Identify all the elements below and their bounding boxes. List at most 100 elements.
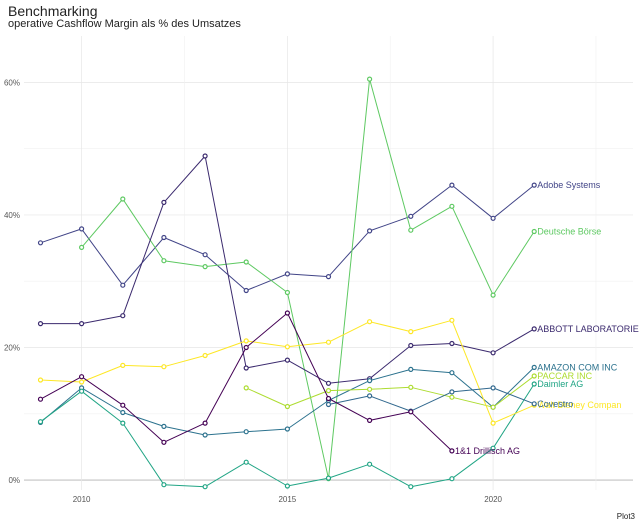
data-point [161, 423, 167, 429]
data-point [449, 203, 455, 209]
data-point [284, 344, 290, 350]
data-point [367, 393, 373, 399]
data-point [284, 483, 290, 489]
chart-subtitle: operative Cashflow Margin als % des Umsa… [8, 18, 241, 30]
data-point [120, 196, 126, 202]
series-points [37, 76, 537, 490]
data-point [78, 321, 85, 327]
data-point [161, 439, 167, 445]
y-axis-tick-labels: 0% 20% 40% 60% [4, 78, 20, 485]
data-point [37, 396, 44, 402]
data-point [490, 420, 496, 426]
data-point [408, 484, 414, 490]
data-point [367, 319, 373, 325]
data-point [284, 310, 290, 316]
data-point [325, 380, 332, 386]
data-point [531, 401, 537, 407]
data-point [531, 182, 537, 188]
data-point [325, 339, 332, 345]
series-label: Adobe Systems [537, 180, 601, 190]
data-point [449, 317, 455, 323]
data-point [243, 429, 249, 435]
data-point [531, 373, 537, 379]
data-point [78, 379, 85, 385]
data-point [325, 388, 332, 394]
data-point [284, 426, 290, 432]
data-point [449, 340, 455, 347]
data-point [78, 374, 85, 380]
data-point [161, 364, 167, 370]
data-point [284, 271, 290, 277]
data-point [78, 226, 85, 232]
series-label: AMAZON COM INC [537, 362, 617, 372]
series-label: Deutsche Börse [537, 227, 601, 237]
data-point [202, 484, 208, 490]
y-tick-label: 40% [4, 211, 20, 220]
data-point [408, 409, 414, 415]
x-tick-label: 2020 [484, 495, 502, 504]
data-point [408, 384, 414, 390]
data-point [120, 402, 126, 408]
data-point [449, 476, 455, 482]
chart-caption: Plot3 [616, 512, 635, 521]
series-line [328, 387, 535, 412]
data-point [531, 326, 537, 332]
data-point [531, 381, 537, 387]
series-labels: Adobe Systems Deutsche Börse ABBOTT LABORA… [455, 180, 639, 456]
data-point [367, 417, 373, 423]
data-point [37, 419, 44, 425]
data-point [490, 292, 496, 298]
data-point [161, 482, 167, 488]
data-point [243, 365, 249, 371]
data-point [490, 215, 496, 221]
series-label: PACCAR INC [537, 371, 592, 381]
data-point [367, 461, 373, 467]
series-label: Covestro [537, 399, 573, 409]
y-tick-label: 20% [4, 344, 20, 353]
data-point [243, 344, 249, 351]
y-tick-label: 60% [4, 78, 20, 87]
data-point [490, 445, 496, 451]
data-point [490, 385, 496, 391]
data-point [284, 403, 290, 410]
data-point [284, 289, 290, 296]
data-point [202, 252, 208, 258]
data-point [531, 228, 537, 235]
data-point [367, 378, 373, 384]
data-point [367, 386, 373, 392]
data-point [120, 420, 126, 426]
data-point [78, 244, 85, 250]
series-line [81, 78, 535, 480]
data-point [367, 76, 373, 82]
data-point [202, 264, 208, 270]
data-point [202, 420, 208, 426]
data-point [120, 362, 126, 368]
data-point [202, 432, 208, 438]
data-point [449, 389, 455, 395]
data-point [243, 459, 249, 465]
data-point [78, 388, 85, 394]
data-point [449, 182, 455, 188]
data-point [120, 313, 126, 319]
data-point [408, 213, 414, 219]
data-point [490, 350, 496, 356]
data-point [202, 352, 208, 359]
data-point [325, 274, 332, 280]
data-point [243, 259, 249, 265]
data-point [325, 401, 332, 408]
data-point [37, 377, 44, 383]
data-point [531, 364, 537, 370]
series-label: Walt Disney Compan [537, 400, 621, 410]
data-point [120, 282, 126, 288]
data-point [284, 357, 290, 363]
x-tick-label: 2010 [73, 495, 91, 504]
data-point [202, 153, 208, 159]
grid-lines [24, 36, 633, 490]
data-point [161, 234, 167, 241]
y-tick-label: 0% [8, 476, 20, 485]
data-point [490, 404, 496, 410]
data-point [325, 475, 332, 481]
data-point [408, 366, 414, 372]
data-point [449, 448, 455, 454]
